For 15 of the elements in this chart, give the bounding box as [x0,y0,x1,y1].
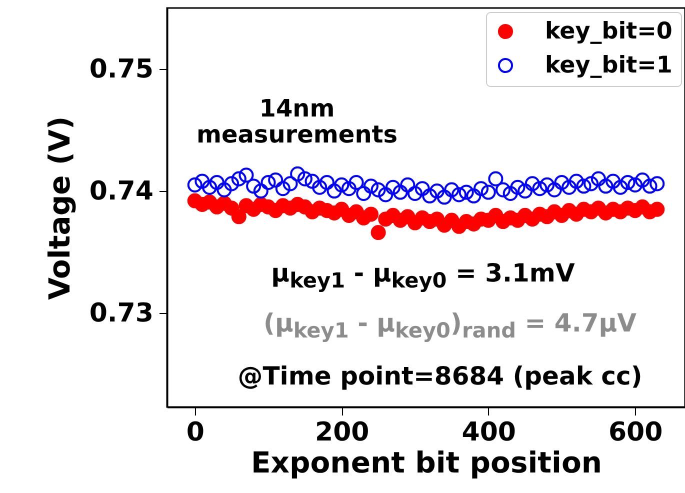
annotation: (μ$_{key1}$ - μ$_{key0}$)$_{rand}$ = 4.7μV [264,308,636,343]
y-tick-label: 0.73 [89,298,154,329]
x-tick-label: 600 [608,418,663,448]
legend-label: key_bit=1 [545,52,672,78]
x-tick-label: 0 [186,418,204,448]
x-tick-label: 400 [462,418,516,448]
y-axis-title: Voltage (V) [42,116,76,300]
x-axis-title: Exponent bit position [250,446,602,480]
x-tick-label: 200 [314,418,370,448]
y-tick-label: 0.74 [89,176,154,207]
y-tick-label: 0.75 [89,54,154,85]
legend-label: key_bit=0 [545,18,672,44]
annotation: μ$_{key1}$ - μ$_{key0}$ = 3.1mV [271,258,575,293]
annotation: 14nm measurements [196,94,398,149]
annotation: @Time point=8684 (peak cc) [238,361,642,390]
